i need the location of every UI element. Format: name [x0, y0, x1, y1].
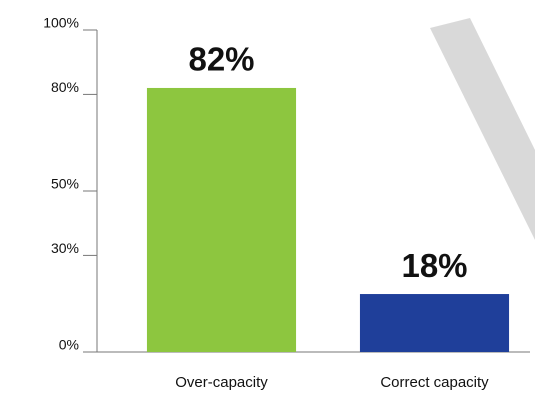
x-tick-label: Over-capacity — [175, 374, 268, 391]
x-tick-label: Correct capacity — [380, 374, 489, 391]
value-label: 18% — [401, 247, 467, 284]
y-tick-label: 0% — [59, 337, 79, 353]
y-tick-label: 100% — [43, 15, 79, 31]
watermark — [430, 18, 535, 240]
bar — [359, 294, 510, 352]
y-tick-label: 80% — [51, 79, 79, 95]
y-tick-label: 50% — [51, 176, 79, 192]
bar — [146, 87, 297, 353]
y-tick-label: 30% — [51, 240, 79, 256]
value-label: 82% — [188, 41, 254, 78]
